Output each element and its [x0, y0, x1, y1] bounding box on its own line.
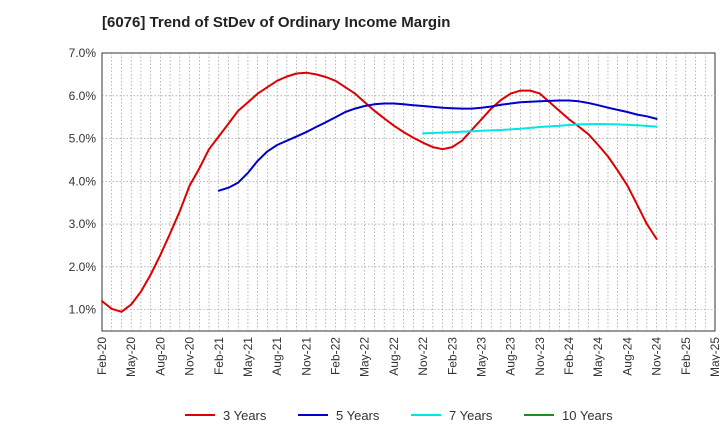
series-layer: [101, 71, 658, 313]
y-tick-label: 3.0%: [69, 217, 97, 231]
x-tick-label: Aug-24: [620, 337, 634, 376]
y-tick-label: 5.0%: [69, 132, 97, 146]
x-tick-label: Aug-20: [153, 337, 167, 376]
x-tick-label: Nov-24: [650, 337, 664, 376]
legend-label: 7 Years: [449, 408, 493, 423]
x-tick-label: Feb-21: [212, 337, 226, 375]
y-tick-label: 7.0%: [69, 46, 97, 60]
legend-label: 10 Years: [562, 408, 613, 423]
x-tick-label: Feb-25: [679, 337, 693, 375]
x-tick-label: Aug-21: [270, 337, 284, 376]
grid-layer: [101, 52, 716, 332]
series-line-3-years: [101, 71, 658, 313]
series-line-7-years: [422, 123, 658, 135]
axis-layer: 1.0% 2.0% 3.0% 4.0% 5.0% 6.0% 7.0% Feb-20 May-20…: [69, 46, 720, 377]
x-tick-label: May-24: [591, 337, 605, 377]
legend: 3 Years 5 Years 7 Years 10 Years: [185, 408, 613, 423]
x-tick-label: Nov-23: [533, 337, 547, 376]
x-tick-label: Nov-22: [416, 337, 430, 376]
x-tick-label: Aug-22: [387, 337, 401, 376]
x-tick-label: May-22: [358, 337, 372, 377]
x-tick-label: May-25: [708, 337, 720, 377]
x-tick-label: Feb-20: [95, 337, 109, 375]
x-tick-label: May-23: [474, 337, 488, 377]
legend-label: 5 Years: [336, 408, 380, 423]
x-tick-label: Feb-22: [329, 337, 343, 375]
x-tick-label: Nov-20: [183, 337, 197, 376]
y-tick-label: 4.0%: [69, 174, 97, 188]
x-tick-label: Aug-23: [504, 337, 518, 376]
y-tick-label: 1.0%: [69, 303, 97, 317]
chart-title: [6076] Trend of StDev of Ordinary Income…: [102, 14, 451, 31]
x-tick-label: May-21: [241, 337, 255, 377]
series-line-5-years: [217, 99, 658, 192]
x-tick-label: Nov-21: [299, 337, 313, 376]
x-tick-label: Feb-23: [445, 337, 459, 375]
plot-frame: [101, 52, 716, 332]
legend-label: 3 Years: [223, 408, 267, 423]
y-tick-label: 2.0%: [69, 260, 97, 274]
x-tick-label: May-20: [124, 337, 138, 377]
y-tick-label: 6.0%: [69, 89, 97, 103]
x-tick-label: Feb-24: [562, 337, 576, 375]
